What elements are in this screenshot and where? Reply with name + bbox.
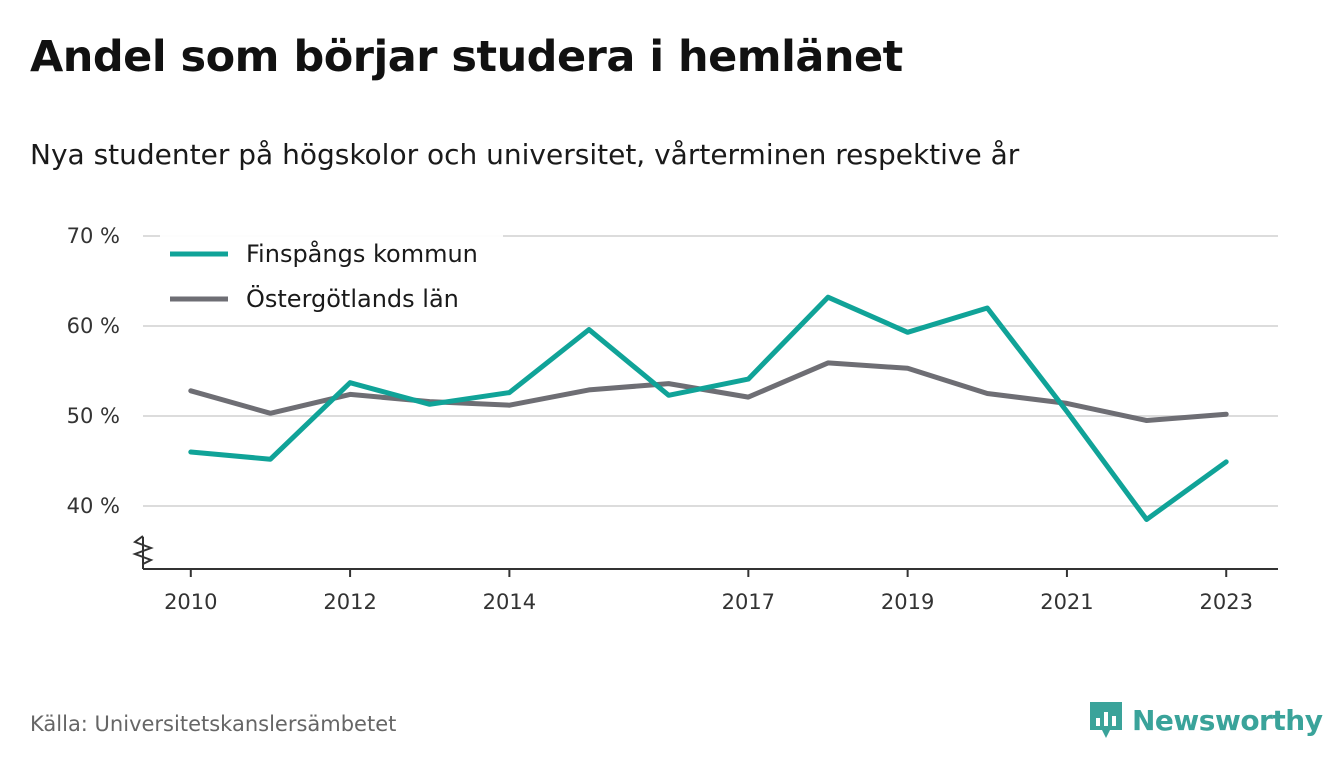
x-tick-label: 2012 bbox=[323, 590, 376, 614]
y-tick-label: 60 % bbox=[67, 314, 120, 338]
x-tick-label: 2017 bbox=[722, 590, 775, 614]
y-tick-label: 70 % bbox=[67, 224, 120, 248]
chart-subtitle: Nya studenter på högskolor och universit… bbox=[30, 138, 1020, 171]
legend-background bbox=[160, 231, 503, 323]
x-tick-label: 2010 bbox=[164, 590, 217, 614]
chart-title: Andel som börjar studera i hemlänet bbox=[30, 32, 903, 82]
legend: Finspångs kommun Östergötlands län bbox=[160, 231, 503, 323]
series-line-1 bbox=[188, 360, 1229, 423]
brand-logo: Newsworthy bbox=[1088, 698, 1323, 742]
y-tick-label: 50 % bbox=[67, 404, 120, 428]
x-tick-label: 2014 bbox=[483, 590, 536, 614]
legend-label: Finspångs kommun bbox=[246, 239, 478, 268]
x-axis bbox=[132, 535, 1278, 570]
y-tick-label: 40 % bbox=[67, 494, 120, 518]
brand-name: Newsworthy bbox=[1132, 703, 1323, 737]
y-axis-ticks: 70 % 60 % 50 % 40 % bbox=[67, 224, 120, 518]
newsworthy-logo-icon bbox=[1090, 702, 1122, 738]
source-note: Källa: Universitetskanslersämbetet bbox=[30, 712, 397, 736]
x-tick-label: 2023 bbox=[1200, 590, 1253, 614]
legend-label: Östergötlands län bbox=[246, 284, 459, 313]
series-line-0 bbox=[188, 294, 1229, 522]
x-tick-label: 2021 bbox=[1040, 590, 1093, 614]
x-tick-label: 2019 bbox=[881, 590, 934, 614]
axis-break-mark bbox=[132, 535, 154, 565]
x-axis-ticks: 2010 2012 2014 2017 2019 2021 2023 bbox=[164, 569, 1253, 614]
series-lines bbox=[188, 294, 1229, 522]
